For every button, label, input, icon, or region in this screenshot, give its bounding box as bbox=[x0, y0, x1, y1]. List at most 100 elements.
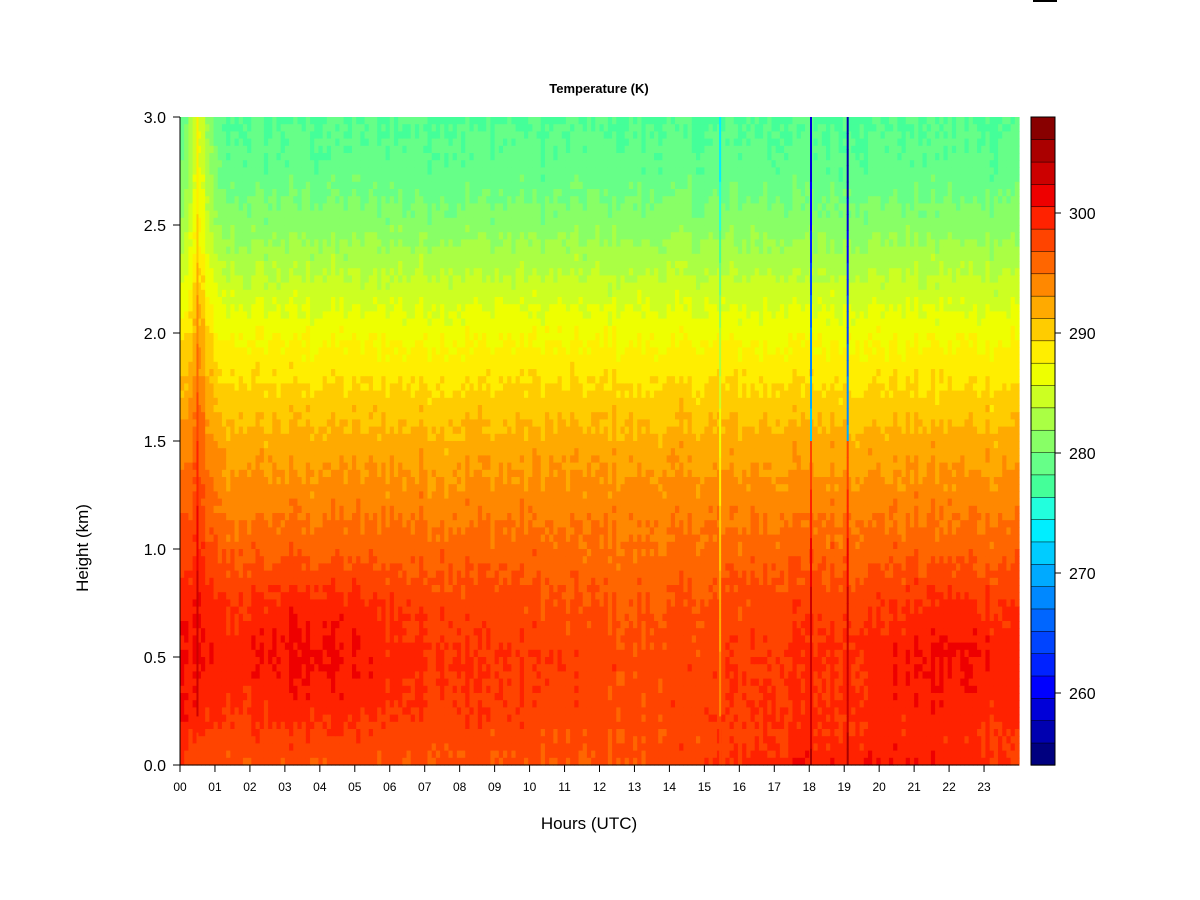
heatmap-cell bbox=[221, 340, 227, 348]
heatmap-cell bbox=[305, 232, 311, 240]
heatmap-cell bbox=[347, 541, 353, 550]
heatmap-cell bbox=[284, 606, 290, 615]
heatmap-cell bbox=[234, 318, 240, 327]
heatmap-cell bbox=[226, 347, 231, 356]
heatmap-cell bbox=[385, 721, 391, 730]
heatmap-cell bbox=[356, 707, 361, 716]
heatmap-cell bbox=[268, 275, 273, 284]
heatmap-cell bbox=[238, 606, 244, 615]
heatmap-cell bbox=[393, 145, 399, 154]
heatmap-cell bbox=[272, 376, 278, 384]
heatmap-cell bbox=[192, 729, 198, 737]
heatmap-cell bbox=[259, 369, 265, 377]
heatmap-cell bbox=[217, 189, 223, 197]
heatmap-cell bbox=[213, 167, 219, 176]
heatmap-cell bbox=[272, 635, 278, 644]
heatmap-cell bbox=[217, 700, 223, 708]
heatmap-cell bbox=[322, 649, 328, 658]
heatmap-cell bbox=[406, 736, 412, 744]
heatmap-cell bbox=[310, 621, 315, 629]
heatmap-cell bbox=[372, 477, 378, 485]
heatmap-cell bbox=[192, 217, 198, 226]
heatmap-cell bbox=[276, 304, 282, 312]
heatmap-cell bbox=[305, 757, 311, 766]
heatmap-cell bbox=[406, 160, 412, 168]
heatmap-cell bbox=[213, 707, 219, 716]
heatmap-cell bbox=[205, 426, 210, 435]
heatmap-cell bbox=[318, 477, 324, 485]
heatmap-cell bbox=[398, 210, 403, 219]
heatmap-cell bbox=[192, 189, 198, 197]
heatmap-cell bbox=[230, 426, 236, 435]
heatmap-cell bbox=[221, 693, 227, 701]
heatmap-cell bbox=[372, 167, 378, 176]
heatmap-cell bbox=[234, 412, 240, 420]
heatmap-cell bbox=[188, 505, 194, 514]
heatmap-cell bbox=[196, 217, 202, 226]
heatmap-cell bbox=[234, 181, 240, 190]
heatmap-cell bbox=[398, 534, 403, 543]
heatmap-cell bbox=[318, 433, 324, 442]
heatmap-cell bbox=[280, 657, 286, 665]
heatmap-cell bbox=[356, 577, 361, 586]
heatmap-cell bbox=[385, 635, 391, 644]
heatmap-cell bbox=[310, 174, 315, 183]
heatmap-cell bbox=[242, 534, 248, 543]
heatmap-cell bbox=[381, 369, 387, 377]
heatmap-cell bbox=[352, 383, 357, 392]
heatmap-cell bbox=[280, 369, 286, 377]
heatmap-cell bbox=[297, 354, 303, 363]
heatmap-cell bbox=[230, 678, 236, 687]
heatmap-cell bbox=[393, 541, 399, 550]
heatmap-cell bbox=[310, 361, 315, 370]
heatmap-cell bbox=[184, 750, 189, 759]
heatmap-cell bbox=[381, 383, 387, 392]
heatmap-cell bbox=[184, 275, 189, 284]
heatmap-cell bbox=[381, 117, 387, 125]
heatmap-cell bbox=[398, 505, 403, 514]
heatmap-cell bbox=[188, 498, 194, 507]
heatmap-cell bbox=[200, 448, 206, 456]
heatmap-cell bbox=[322, 541, 328, 550]
heatmap-cell bbox=[242, 318, 248, 327]
heatmap-cell bbox=[221, 462, 227, 471]
heatmap-cell bbox=[377, 743, 382, 752]
heatmap-cell bbox=[310, 671, 315, 680]
heatmap-cell bbox=[331, 671, 336, 680]
heatmap-cell bbox=[284, 649, 290, 658]
heatmap-cell bbox=[263, 505, 269, 514]
heatmap-cell bbox=[356, 325, 361, 334]
heatmap-cell bbox=[352, 534, 357, 543]
heatmap-cell bbox=[259, 563, 265, 572]
heatmap-cell bbox=[234, 297, 240, 305]
heatmap-cell bbox=[263, 246, 269, 255]
heatmap-cell bbox=[209, 153, 215, 161]
heatmap-cell bbox=[356, 304, 361, 312]
heatmap-cell bbox=[234, 642, 240, 651]
heatmap-cell bbox=[318, 534, 324, 543]
heatmap-cell bbox=[188, 347, 194, 356]
heatmap-cell bbox=[398, 556, 403, 564]
heatmap-cell bbox=[242, 556, 248, 564]
heatmap-cell bbox=[192, 333, 198, 341]
heatmap-cell bbox=[251, 318, 257, 327]
heatmap-cell bbox=[251, 289, 257, 298]
heatmap-cell bbox=[339, 721, 345, 730]
heatmap-cell bbox=[188, 685, 194, 694]
heatmap-cell bbox=[242, 678, 248, 687]
heatmap-cell bbox=[360, 721, 366, 730]
heatmap-cell bbox=[293, 721, 299, 730]
heatmap-cell bbox=[226, 124, 231, 132]
heatmap-cell bbox=[289, 700, 294, 708]
heatmap-cell bbox=[305, 664, 311, 672]
heatmap-cell bbox=[331, 174, 336, 183]
heatmap-cell bbox=[196, 239, 202, 248]
heatmap-cell bbox=[352, 189, 357, 197]
heatmap-cell bbox=[192, 563, 198, 572]
heatmap-cell bbox=[196, 513, 202, 521]
heatmap-cell bbox=[343, 585, 349, 593]
heatmap-cell bbox=[276, 153, 282, 161]
heatmap-cell bbox=[180, 750, 185, 759]
heatmap-cell bbox=[268, 419, 273, 428]
heatmap-cell bbox=[393, 599, 399, 608]
